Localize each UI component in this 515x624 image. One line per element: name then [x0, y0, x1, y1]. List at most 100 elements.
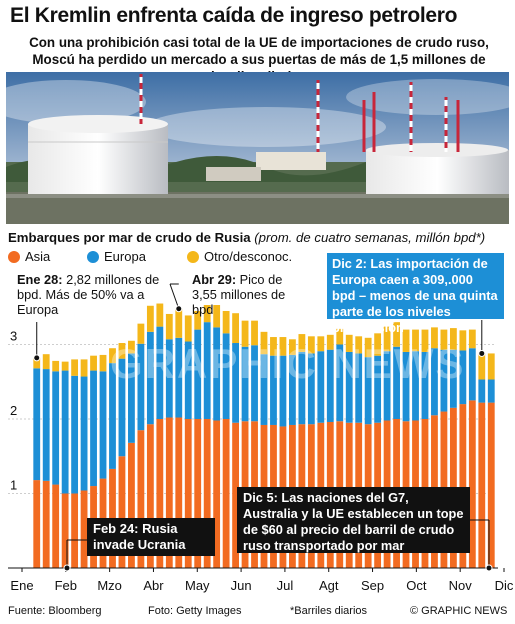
bar-segment [99, 371, 107, 479]
footer-source: Fuente: Bloomberg [8, 605, 102, 617]
bar-segment [393, 322, 400, 347]
bar-segment [184, 341, 192, 419]
legend-otro-swatch [187, 250, 199, 263]
bar-segment [156, 419, 164, 568]
bar-segment [42, 369, 50, 481]
legend-asia: Asia [8, 249, 50, 264]
bar-segment [288, 339, 296, 355]
legend-otro-label: Otro/desconoc. [204, 249, 293, 264]
annotation-jan28: Ene 28: 2,82 millones de bpd. Más de 50%… [17, 272, 167, 317]
bar-segment [52, 484, 60, 568]
annotation-dec5: Dic 5: Las naciones del G7, Australia y … [237, 487, 470, 553]
bar-segment [128, 340, 135, 354]
bar-segment [345, 351, 353, 423]
bar-segment [61, 493, 69, 568]
bar-segment [137, 343, 145, 431]
bar-segment [194, 419, 202, 568]
bar-segment [222, 333, 230, 419]
legend-asia-label: Asia [25, 249, 51, 264]
annotation-apr29-date: Abr 29: [192, 272, 237, 287]
refinery-photo [6, 72, 509, 224]
bar-segment [431, 348, 438, 416]
leader-feb24-dot [63, 564, 71, 572]
bar-segment [175, 308, 183, 338]
bar-segment [449, 328, 457, 350]
bar-segment [52, 360, 60, 372]
bar-segment [307, 336, 315, 354]
legend-asia-swatch [8, 250, 20, 263]
bar-segment [80, 359, 88, 377]
bar-segment [279, 355, 287, 427]
y-tick-label: 2 [10, 403, 17, 418]
bar-segment [478, 353, 486, 380]
bar-segment [326, 334, 334, 350]
bar-segment [80, 490, 88, 568]
leader-apr29-dot [175, 305, 183, 313]
bar-segment [61, 370, 69, 494]
bar-segment [270, 355, 277, 425]
bar-segment [109, 348, 116, 364]
bar-segment [71, 375, 79, 494]
bar-segment [90, 355, 97, 371]
x-tick-label: Oct [406, 578, 427, 593]
x-tick-label: Sep [361, 578, 384, 593]
bar-segment [459, 404, 467, 568]
bar-segment [146, 424, 154, 568]
x-tick-label: Agt [319, 578, 339, 593]
bar-segment [260, 331, 268, 355]
bar-segment [61, 361, 69, 371]
bar-segment [213, 420, 221, 568]
chart-title-main: Embarques por mar de crudo de Rusia [8, 230, 251, 245]
bar-segment [459, 330, 467, 351]
bar-segment [383, 326, 391, 352]
x-tick-label: Nov [449, 578, 473, 593]
bar-segment [165, 313, 173, 340]
bar-segment [270, 337, 277, 356]
page-title: El Kremlin enfrenta caída de ingreso pet… [10, 4, 458, 27]
bar-segment [402, 329, 410, 352]
bar-segment [52, 371, 60, 485]
bar-segment [175, 337, 183, 418]
bar-segment [478, 402, 486, 568]
bar-segment [156, 303, 164, 327]
bar-segment [468, 348, 476, 401]
bar-segment [109, 363, 116, 469]
bar-segment [241, 346, 249, 422]
x-tick-label: Jun [231, 578, 252, 593]
legend-otro: Otro/desconoc. [187, 249, 292, 264]
bar-segment [298, 351, 306, 425]
bar-segment [71, 493, 79, 568]
bar-segment [33, 357, 41, 369]
bar-segment [213, 305, 221, 328]
x-tick-label: Mzo [97, 578, 122, 593]
annotation-apr29-text: Pico de 3,55 millones de bpd [192, 272, 286, 317]
bar-segment [156, 326, 164, 419]
bar-segment [184, 315, 192, 342]
chart-title-units: (prom. de cuatro semanas, millón bpd*) [254, 230, 486, 245]
bar-segment [222, 419, 230, 568]
y-tick-label: 3 [10, 329, 17, 344]
bar-segment [203, 322, 211, 419]
bar-segment [393, 346, 400, 419]
bar-segment [364, 357, 372, 425]
bar-segment [146, 305, 154, 332]
bar-segment [431, 327, 438, 349]
bar-segment [364, 337, 372, 358]
bar-segment [440, 349, 448, 412]
bar-segment [251, 320, 258, 346]
bar-segment [184, 419, 192, 568]
bar-segment [374, 333, 382, 356]
leader-dec5-dot [485, 564, 493, 572]
annotation-dec2: Dic 2: Las importación de Europa caen a … [327, 253, 504, 335]
bar-segment [440, 329, 448, 350]
bar-segment [213, 327, 221, 421]
bar-segment [232, 343, 240, 423]
bar-segment [194, 329, 202, 419]
legend-europa: Europa [87, 249, 146, 264]
bar-segment [203, 419, 211, 568]
bar-segment [251, 345, 258, 422]
bar-segment [165, 339, 173, 418]
leader-dec2-dot [478, 349, 486, 357]
x-tick-label: Abr [143, 578, 164, 593]
annotation-jan28-text: 2,82 millones de bpd. Más de 50% va a Eu… [17, 272, 160, 317]
